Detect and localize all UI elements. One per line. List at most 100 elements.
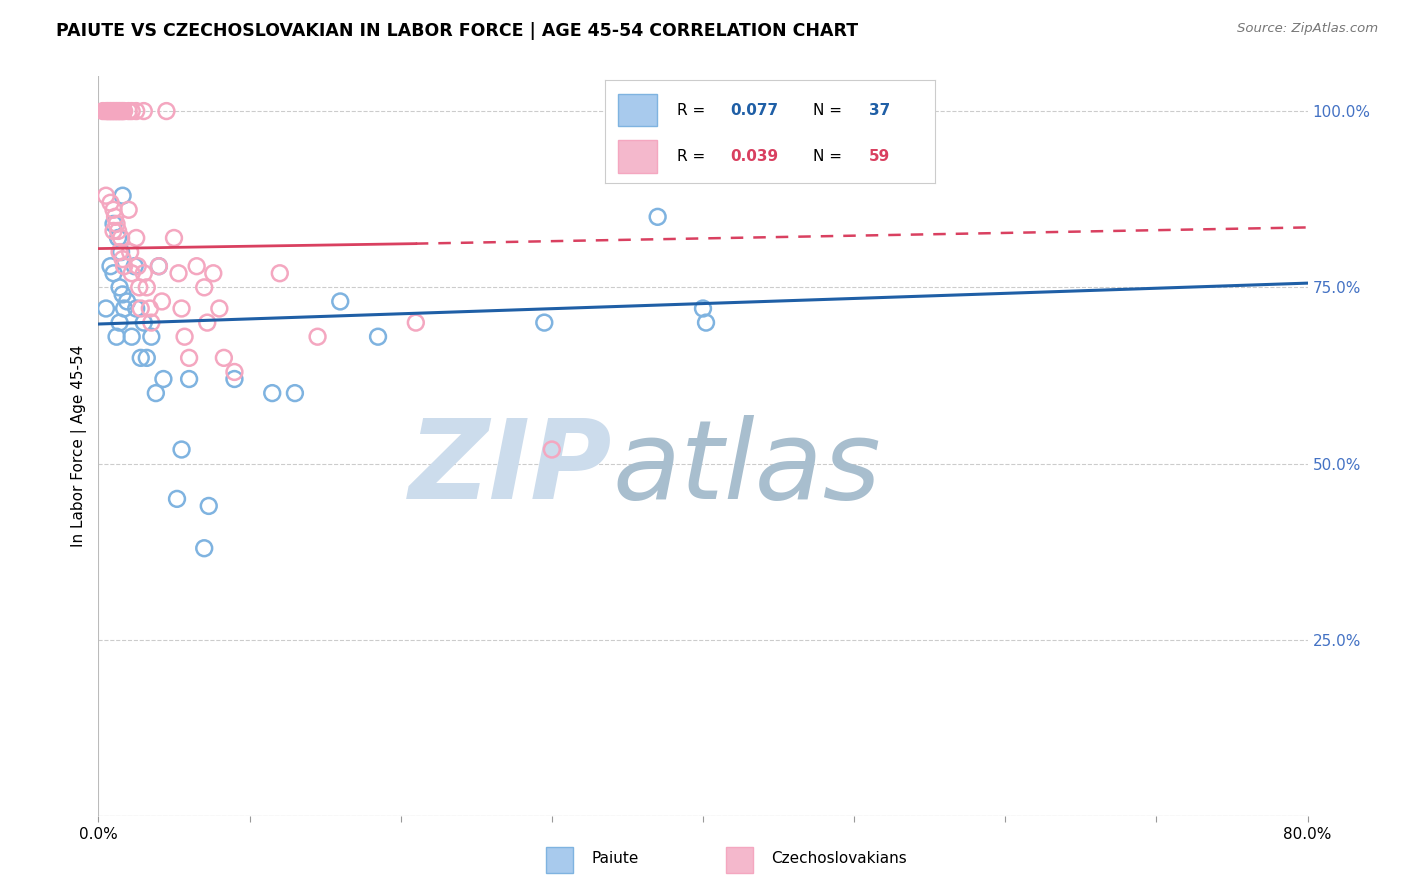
Point bbox=[115, 294, 138, 309]
Text: Source: ZipAtlas.com: Source: ZipAtlas.com bbox=[1237, 22, 1378, 36]
Point bbox=[262, 386, 284, 401]
Point bbox=[111, 104, 134, 119]
Point bbox=[193, 280, 215, 294]
Point bbox=[129, 301, 152, 316]
Point bbox=[135, 280, 157, 294]
Text: 0.077: 0.077 bbox=[730, 103, 779, 118]
Point bbox=[405, 316, 427, 330]
Point bbox=[111, 287, 134, 301]
Point bbox=[94, 301, 117, 316]
Point bbox=[367, 329, 389, 343]
Point bbox=[108, 316, 131, 330]
Point bbox=[148, 259, 170, 273]
FancyBboxPatch shape bbox=[617, 140, 658, 173]
Point bbox=[100, 259, 122, 273]
Text: N =: N = bbox=[813, 149, 846, 164]
Text: atlas: atlas bbox=[613, 415, 882, 522]
FancyBboxPatch shape bbox=[725, 847, 754, 872]
Text: 37: 37 bbox=[869, 103, 890, 118]
Point bbox=[110, 104, 132, 119]
Point bbox=[166, 491, 188, 506]
Point bbox=[132, 104, 155, 119]
Point bbox=[105, 329, 128, 343]
Point bbox=[269, 266, 291, 280]
Point bbox=[107, 231, 129, 245]
Point bbox=[167, 266, 190, 280]
Point bbox=[540, 442, 562, 457]
Point bbox=[197, 499, 219, 513]
Point bbox=[120, 245, 142, 260]
Point bbox=[121, 104, 143, 119]
Point bbox=[112, 301, 135, 316]
Point bbox=[647, 210, 669, 224]
Point bbox=[208, 301, 231, 316]
Point bbox=[91, 104, 114, 119]
Point bbox=[111, 252, 134, 267]
Point bbox=[98, 104, 121, 119]
Text: R =: R = bbox=[678, 149, 710, 164]
Point bbox=[107, 104, 129, 119]
FancyBboxPatch shape bbox=[546, 847, 574, 872]
Y-axis label: In Labor Force | Age 45-54: In Labor Force | Age 45-54 bbox=[72, 345, 87, 547]
Point bbox=[145, 386, 167, 401]
Point bbox=[170, 442, 193, 457]
Point bbox=[135, 351, 157, 365]
Point bbox=[141, 329, 163, 343]
Point bbox=[103, 224, 125, 238]
Point bbox=[103, 202, 125, 217]
Point bbox=[132, 266, 155, 280]
Point bbox=[121, 329, 143, 343]
Point bbox=[105, 104, 128, 119]
Point bbox=[186, 259, 208, 273]
Point bbox=[104, 210, 127, 224]
Point bbox=[125, 231, 148, 245]
FancyBboxPatch shape bbox=[617, 94, 658, 127]
Point bbox=[110, 245, 132, 260]
Point bbox=[212, 351, 235, 365]
Point bbox=[103, 266, 125, 280]
Point bbox=[94, 104, 117, 119]
Point bbox=[179, 351, 201, 365]
Point bbox=[112, 259, 135, 273]
Point bbox=[118, 202, 141, 217]
Point bbox=[155, 104, 177, 119]
Point bbox=[132, 316, 155, 330]
Point bbox=[94, 188, 117, 202]
Point bbox=[111, 188, 134, 202]
Point bbox=[170, 301, 193, 316]
Point bbox=[202, 266, 225, 280]
Point bbox=[103, 217, 125, 231]
Point bbox=[152, 372, 174, 386]
Point bbox=[103, 104, 125, 119]
Point bbox=[105, 217, 128, 231]
Point bbox=[139, 301, 162, 316]
Point bbox=[179, 372, 201, 386]
Text: 0.039: 0.039 bbox=[730, 149, 779, 164]
Text: Paiute: Paiute bbox=[591, 851, 638, 866]
Point bbox=[101, 104, 124, 119]
Point bbox=[150, 294, 173, 309]
Point bbox=[112, 104, 135, 119]
Point bbox=[118, 104, 141, 119]
Text: Czechoslovakians: Czechoslovakians bbox=[770, 851, 907, 866]
Text: N =: N = bbox=[813, 103, 846, 118]
Point bbox=[692, 301, 714, 316]
Point bbox=[107, 224, 129, 238]
Point bbox=[284, 386, 307, 401]
Point bbox=[163, 231, 186, 245]
Point bbox=[224, 372, 246, 386]
Point bbox=[533, 316, 555, 330]
Text: PAIUTE VS CZECHOSLOVAKIAN IN LABOR FORCE | AGE 45-54 CORRELATION CHART: PAIUTE VS CZECHOSLOVAKIAN IN LABOR FORCE… bbox=[56, 22, 859, 40]
Text: 59: 59 bbox=[869, 149, 890, 164]
Point bbox=[96, 104, 118, 119]
Point bbox=[125, 104, 148, 119]
Point bbox=[129, 351, 152, 365]
Point bbox=[224, 365, 246, 379]
Text: R =: R = bbox=[678, 103, 710, 118]
Point bbox=[329, 294, 352, 309]
Point bbox=[110, 231, 132, 245]
Point bbox=[100, 104, 122, 119]
Point bbox=[193, 541, 215, 556]
Point bbox=[108, 280, 131, 294]
Point bbox=[173, 329, 195, 343]
